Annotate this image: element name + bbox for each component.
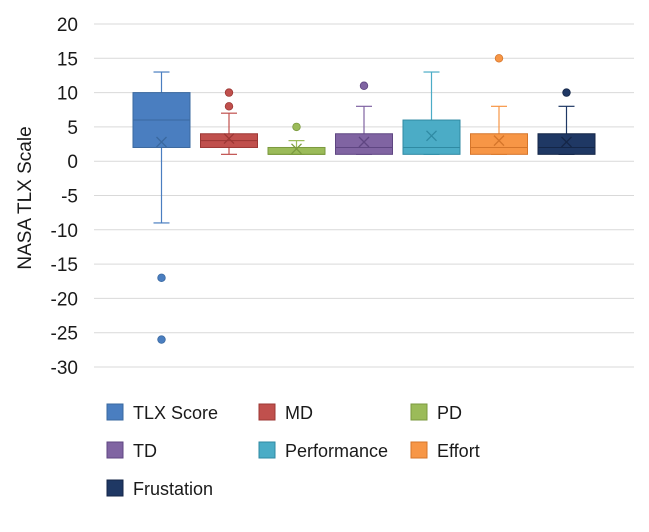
y-tick-label: -10 <box>51 221 78 242</box>
box-effort <box>470 54 528 155</box>
legend-label: TLX Score <box>133 403 218 423</box>
y-tick-label: 5 <box>67 118 78 139</box>
outlier-point <box>224 102 234 111</box>
box-iqr <box>335 133 393 155</box>
legend-swatch <box>258 403 276 421</box>
legend-swatch <box>410 441 428 459</box>
legend-label: PD <box>437 403 462 423</box>
gridlines <box>94 23 634 368</box>
y-tick-label: -30 <box>51 358 78 379</box>
legend-item-effort: Effort <box>410 441 480 461</box>
outlier-point <box>157 273 166 283</box>
legend-swatch <box>410 403 428 421</box>
legend-label: Effort <box>437 441 480 461</box>
mean-marker <box>156 136 167 148</box>
mean-marker <box>223 133 235 145</box>
legend-item-pd: PD <box>410 403 462 423</box>
legend-item-td: TD <box>106 441 157 461</box>
legend-label: Performance <box>285 441 388 461</box>
legend-item-tlx-score: TLX Score <box>106 403 218 423</box>
box-pd <box>267 122 326 155</box>
box-md <box>200 88 258 155</box>
box-iqr <box>470 133 528 155</box>
y-axis-ticks: 20 15 10 5 0 -5 -10 -15 -20 -25 -30 <box>51 15 78 379</box>
outlier-point <box>224 88 234 97</box>
legend-swatch <box>258 441 276 459</box>
box-td <box>335 81 393 155</box>
legend-item-md: MD <box>258 403 313 423</box>
legend-item-performance: Performance <box>258 441 388 461</box>
box-performance <box>402 71 461 155</box>
legend-label: Frustation <box>133 479 213 499</box>
y-tick-label: -5 <box>61 187 78 208</box>
y-tick-label: 0 <box>67 152 78 173</box>
mean-marker <box>426 130 437 142</box>
outlier-point <box>157 335 166 344</box>
y-axis-label: NASA TLX Scale <box>15 126 36 269</box>
outlier-point <box>562 88 571 97</box>
mean-marker <box>358 136 370 148</box>
box-iqr <box>402 119 461 155</box>
legend-label: TD <box>133 441 157 461</box>
mean-marker <box>291 143 302 155</box>
y-tick-label: -20 <box>51 289 78 310</box>
legend-label: MD <box>285 403 313 423</box>
legend-item-frustation: Frustation <box>106 479 213 499</box>
legend-swatch <box>106 441 124 459</box>
box-series <box>132 54 596 344</box>
y-tick-label: 15 <box>57 49 78 70</box>
y-tick-label: 10 <box>57 84 78 105</box>
box-iqr <box>537 133 596 155</box>
y-tick-label: -25 <box>51 324 78 345</box>
legend-swatch <box>106 479 124 497</box>
legend-swatch <box>106 403 124 421</box>
outlier-point <box>359 81 369 90</box>
mean-marker <box>561 136 572 148</box>
outlier-point <box>292 122 301 132</box>
y-tick-label: -15 <box>51 255 78 276</box>
mean-marker <box>493 135 505 147</box>
box-frustation <box>537 88 596 155</box>
legend: TLX Score MD PD TD Performance Effort Frustati… <box>106 403 480 499</box>
box-tlx-score <box>132 71 191 344</box>
y-tick-label: 20 <box>57 15 78 36</box>
outlier-point <box>494 54 504 63</box>
